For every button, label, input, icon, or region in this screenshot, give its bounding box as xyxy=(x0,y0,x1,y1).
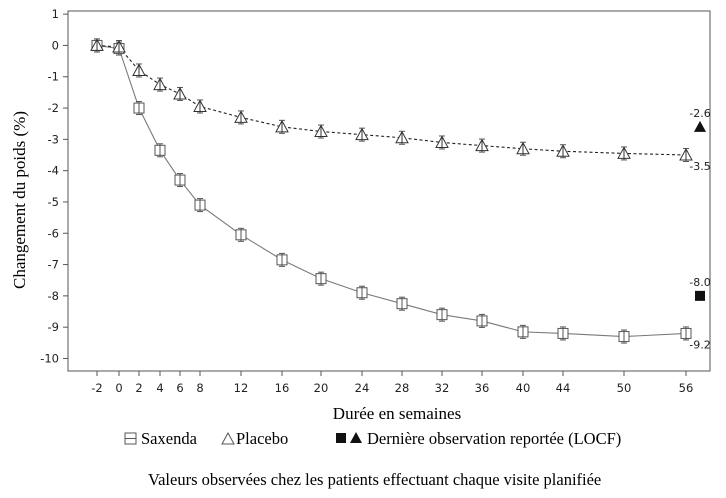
x-tick-label: 4 xyxy=(156,381,163,395)
x-tick-label: 12 xyxy=(234,381,249,395)
locf-label-placebo: -2.6 xyxy=(689,107,710,120)
footnote: Valeurs observées chez les patients effe… xyxy=(148,470,601,489)
y-axis-title: Changement du poids (%) xyxy=(10,111,29,289)
legend-locf-triangle-icon xyxy=(350,432,362,443)
y-tick-label: 0 xyxy=(52,38,59,52)
y-tick-label: -2 xyxy=(48,101,59,115)
x-tick-label: 56 xyxy=(679,381,694,395)
locf-marker-placebo xyxy=(694,120,706,132)
x-tick-label: 20 xyxy=(314,381,329,395)
plot-frame xyxy=(67,10,711,372)
x-tick-label: 28 xyxy=(395,381,410,395)
y-tick-label: -4 xyxy=(48,164,59,178)
x-tick-label: -2 xyxy=(91,381,102,395)
y-tick-label: -3 xyxy=(48,132,59,146)
end-label-placebo: -3.5 xyxy=(689,160,710,173)
series-line-placebo xyxy=(96,44,687,156)
y-tick-label: -6 xyxy=(48,226,59,240)
x-tick-label: 0 xyxy=(115,381,122,395)
locf-label-saxenda: -8.0 xyxy=(689,276,710,289)
x-tick-label: 36 xyxy=(475,381,490,395)
x-tick-label: 24 xyxy=(355,381,370,395)
y-tick-label: 1 xyxy=(52,7,59,21)
series-layer xyxy=(96,44,687,338)
x-tick-label: 6 xyxy=(176,381,183,395)
legend-locf-label: Dernière observation reportée (LOCF) xyxy=(367,429,621,448)
legend: Saxenda Placebo Dernière observation rep… xyxy=(124,429,621,448)
series-line-saxenda xyxy=(96,44,687,338)
x-axis-title: Durée en semaines xyxy=(333,404,461,423)
x-tick-label: 8 xyxy=(196,381,203,395)
x-tick-label: 16 xyxy=(275,381,290,395)
legend-placebo-label: Placebo xyxy=(236,429,288,448)
y-tick-label: -5 xyxy=(48,195,59,209)
y-tick-label: -8 xyxy=(48,289,59,303)
y-tick-label: -9 xyxy=(48,320,59,334)
x-tick-label: 50 xyxy=(617,381,632,395)
marks-layer: -9.2 -3.5 -8.0 -2.6 xyxy=(90,38,711,351)
end-label-saxenda: -9.2 xyxy=(689,338,710,351)
legend-saxenda-label: Saxenda xyxy=(141,429,198,448)
x-tick-label: 32 xyxy=(435,381,450,395)
axes: 10-1-2-3-4-5-6-7-8-9-10-2 0 2 4 6 8 12 16 20 24 28… xyxy=(40,7,711,395)
y-tick-label: -7 xyxy=(48,258,59,272)
locf-marker-saxenda xyxy=(695,290,705,301)
legend-placebo-icon xyxy=(221,431,235,445)
x-tick-label: 2 xyxy=(135,381,142,395)
legend-locf-square-icon xyxy=(336,433,346,443)
y-tick-label: -10 xyxy=(40,351,59,365)
x-tick-label: 44 xyxy=(556,381,571,395)
y-tick-label: -1 xyxy=(48,70,59,84)
legend-saxenda-icon xyxy=(124,432,137,445)
x-tick-label: 40 xyxy=(516,381,531,395)
